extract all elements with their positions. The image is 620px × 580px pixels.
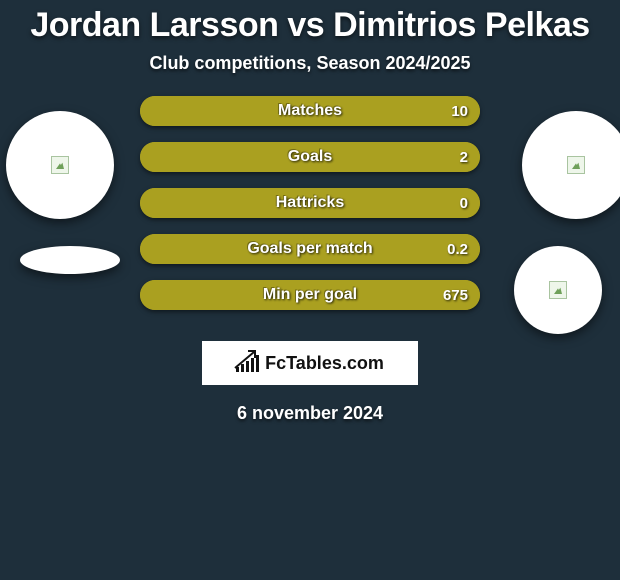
branding-text: FcTables.com <box>265 353 384 374</box>
left-player-avatar-bottom <box>20 246 120 274</box>
stat-value: 0.2 <box>447 234 468 264</box>
stat-label: Goals per match <box>140 234 480 264</box>
branding: FcTables.com <box>202 341 418 385</box>
broken-image-icon <box>549 281 567 299</box>
stat-value: 10 <box>451 96 468 126</box>
date-text: 6 november 2024 <box>0 403 620 424</box>
stat-label: Hattricks <box>140 188 480 218</box>
stat-row: Matches10 <box>140 96 480 126</box>
stat-row: Min per goal675 <box>140 280 480 310</box>
comparison-chart: Matches10 Goals2 Hattricks0 Goals per match… <box>0 96 620 331</box>
bar-chart-icon <box>236 354 259 372</box>
stat-value: 0 <box>460 188 468 218</box>
stat-row: Hattricks0 <box>140 188 480 218</box>
arrow-icon <box>234 348 258 372</box>
right-player-avatar-top <box>522 111 620 219</box>
stat-bars: Matches10 Goals2 Hattricks0 Goals per match… <box>140 96 480 326</box>
subtitle: Club competitions, Season 2024/2025 <box>0 53 620 74</box>
stat-row: Goals2 <box>140 142 480 172</box>
stat-row: Goals per match0.2 <box>140 234 480 264</box>
stat-label: Goals <box>140 142 480 172</box>
broken-image-icon <box>51 156 69 174</box>
stat-label: Matches <box>140 96 480 126</box>
right-player-avatar-bottom <box>514 246 602 334</box>
left-player-avatar-top <box>6 111 114 219</box>
stat-value: 675 <box>443 280 468 310</box>
page-title: Jordan Larsson vs Dimitrios Pelkas <box>0 0 620 45</box>
stat-label: Min per goal <box>140 280 480 310</box>
broken-image-icon <box>567 156 585 174</box>
stat-value: 2 <box>460 142 468 172</box>
